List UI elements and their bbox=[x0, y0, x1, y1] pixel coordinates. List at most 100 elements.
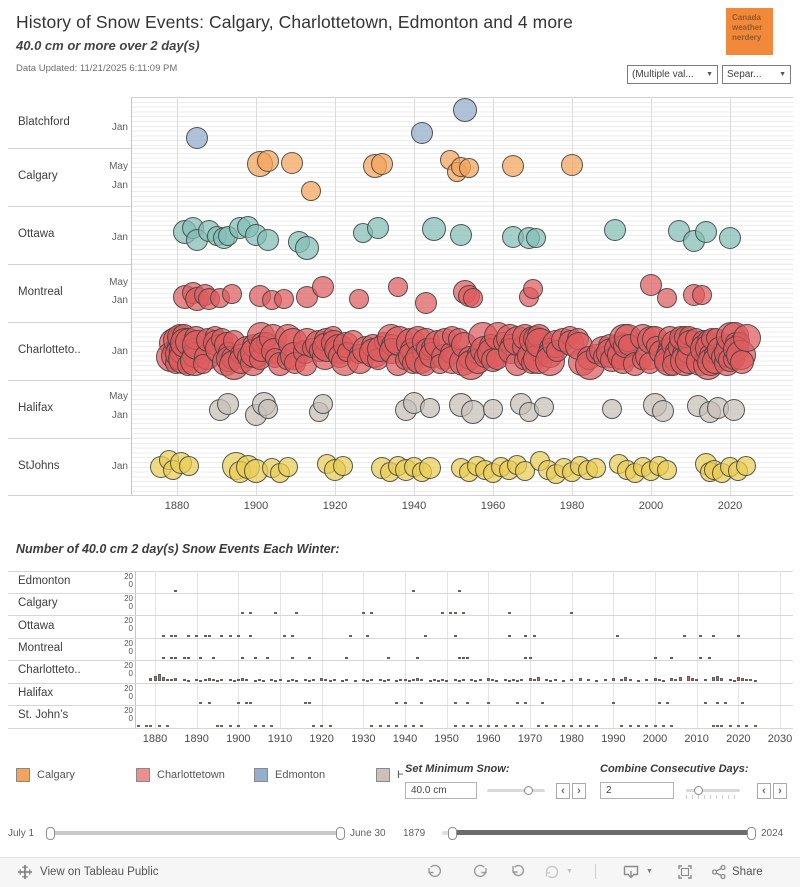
bar-mark-charlotteto[interactable] bbox=[478, 679, 482, 682]
bar-mark-ottawa[interactable] bbox=[507, 634, 511, 637]
bar-mark-montreal[interactable] bbox=[670, 657, 674, 660]
bar-mark-charlotteto[interactable] bbox=[195, 679, 199, 682]
bar-mark-calgary[interactable] bbox=[241, 612, 244, 615]
scatter-dot-montreal[interactable] bbox=[692, 285, 713, 305]
scatter-dot-calgary[interactable] bbox=[459, 158, 480, 178]
bar-mark-halifax[interactable] bbox=[420, 702, 424, 705]
bar-mark-stjohns[interactable] bbox=[553, 724, 557, 727]
bar-mark-halifax[interactable] bbox=[524, 702, 528, 705]
bar-mark-calgary[interactable] bbox=[274, 612, 278, 615]
bar-mark-charlotteto[interactable] bbox=[411, 679, 415, 682]
bar-mark-charlotteto[interactable] bbox=[203, 679, 207, 682]
bar-mark-halifax[interactable] bbox=[716, 702, 719, 705]
undo-icon[interactable] bbox=[425, 863, 443, 881]
bar-mark-charlotteto[interactable] bbox=[545, 679, 549, 682]
bar-mark-charlotteto[interactable] bbox=[703, 679, 707, 682]
bar-mark-montreal[interactable] bbox=[161, 657, 165, 660]
scatter-dot-montreal[interactable] bbox=[348, 289, 369, 309]
bar-mark-charlotteto[interactable] bbox=[561, 679, 565, 682]
scatter-dot-halifax[interactable] bbox=[483, 399, 503, 419]
bar-mark-charlotteto[interactable] bbox=[511, 679, 515, 682]
bar-mark-halifax[interactable] bbox=[199, 702, 203, 705]
bar-mark-charlotteto[interactable] bbox=[645, 679, 649, 682]
scatter-dot-blatchford[interactable] bbox=[453, 98, 478, 122]
bar-mark-stjohns[interactable] bbox=[545, 724, 549, 727]
bar-mark-charlotteto[interactable] bbox=[399, 679, 403, 682]
bar-mark-charlotteto[interactable] bbox=[382, 679, 386, 682]
scatter-dot-ottawa[interactable] bbox=[604, 219, 627, 241]
scatter-dot-halifax[interactable] bbox=[601, 399, 622, 419]
scatter-dot-stjohns[interactable] bbox=[514, 461, 535, 481]
bar-mark-charlotteto[interactable] bbox=[161, 677, 165, 682]
bar-mark-charlotteto[interactable] bbox=[395, 679, 399, 682]
bar-mark-charlotteto[interactable] bbox=[207, 678, 211, 682]
combine-days-slider-handle[interactable] bbox=[694, 786, 703, 795]
bar-mark-charlotteto[interactable] bbox=[436, 679, 440, 682]
scatter-dot-charlotteto[interactable] bbox=[192, 354, 213, 374]
bar-mark-charlotteto[interactable] bbox=[182, 679, 186, 682]
bar-mark-charlotteto[interactable] bbox=[661, 679, 665, 682]
bar-mark-charlotteto[interactable] bbox=[528, 678, 532, 682]
bar-mark-ottawa[interactable] bbox=[424, 634, 428, 637]
bar-mark-stjohns[interactable] bbox=[136, 724, 140, 727]
bar-mark-charlotteto[interactable] bbox=[199, 679, 203, 682]
scatter-dot-halifax[interactable] bbox=[419, 398, 440, 418]
bar-mark-charlotteto[interactable] bbox=[361, 679, 365, 682]
bar-mark-charlotteto[interactable] bbox=[620, 679, 624, 682]
bar-mark-halifax[interactable] bbox=[207, 702, 211, 705]
bar-mark-stjohns[interactable] bbox=[270, 724, 274, 727]
bar-mark-charlotteto[interactable] bbox=[303, 679, 307, 682]
bar-mark-charlotteto[interactable] bbox=[345, 679, 349, 682]
bar-mark-charlotteto[interactable] bbox=[174, 678, 178, 682]
redo-icon[interactable] bbox=[472, 863, 490, 881]
bar-mark-stjohns[interactable] bbox=[411, 724, 415, 727]
year-range-track-unselected[interactable] bbox=[442, 831, 452, 835]
bar-mark-charlotteto[interactable] bbox=[520, 679, 524, 682]
combine-days-slider-track[interactable] bbox=[686, 789, 740, 792]
bar-mark-montreal[interactable] bbox=[416, 657, 419, 660]
bar-mark-charlotteto[interactable] bbox=[407, 679, 411, 682]
bar-mark-charlotteto[interactable] bbox=[216, 679, 219, 682]
bar-mark-charlotteto[interactable] bbox=[720, 678, 724, 682]
bar-mark-charlotteto[interactable] bbox=[670, 678, 674, 682]
bar-mark-charlotteto[interactable] bbox=[745, 679, 749, 682]
bar-mark-charlotteto[interactable] bbox=[236, 679, 240, 682]
scatter-dot-ottawa[interactable] bbox=[719, 227, 741, 249]
bar-mark-charlotteto[interactable] bbox=[570, 679, 574, 682]
bar-mark-stjohns[interactable] bbox=[236, 724, 240, 727]
bar-mark-halifax[interactable] bbox=[741, 702, 744, 705]
bar-mark-calgary[interactable] bbox=[570, 612, 574, 615]
bar-mark-halifax[interactable] bbox=[703, 702, 707, 705]
bar-mark-charlotteto[interactable] bbox=[628, 679, 632, 682]
min-snow-slider-track[interactable] bbox=[487, 789, 545, 792]
scatter-dot-montreal[interactable] bbox=[388, 277, 409, 297]
bar-mark-charlotteto[interactable] bbox=[420, 679, 424, 682]
legend-item-calgary[interactable]: Calgary bbox=[16, 768, 75, 782]
bar-mark-stjohns[interactable] bbox=[720, 724, 724, 727]
bar-mark-charlotteto[interactable] bbox=[457, 679, 461, 682]
bar-mark-stjohns[interactable] bbox=[520, 724, 524, 727]
bar-mark-stjohns[interactable] bbox=[578, 724, 582, 727]
scatter-dot-stjohns[interactable] bbox=[332, 456, 353, 476]
bar-mark-montreal[interactable] bbox=[211, 657, 215, 660]
bar-mark-stjohns[interactable] bbox=[628, 724, 632, 727]
scatter-dot-calgary[interactable] bbox=[561, 154, 583, 176]
bar-mark-charlotteto[interactable] bbox=[232, 679, 236, 682]
bar-mark-stjohns[interactable] bbox=[145, 724, 149, 727]
bar-mark-ottawa[interactable] bbox=[161, 634, 165, 637]
scatter-dot-calgary[interactable] bbox=[301, 181, 322, 201]
bar-mark-charlotteto[interactable] bbox=[716, 676, 719, 682]
scatter-dot-montreal[interactable] bbox=[222, 284, 243, 304]
scatter-dot-calgary[interactable] bbox=[371, 153, 394, 175]
bar-mark-stjohns[interactable] bbox=[478, 724, 482, 727]
scatter-dot-stjohns[interactable] bbox=[277, 457, 298, 477]
scatter-dot-halifax[interactable] bbox=[217, 393, 240, 415]
bar-mark-charlotteto[interactable] bbox=[732, 679, 736, 682]
bar-mark-stjohns[interactable] bbox=[403, 724, 407, 727]
bar-mark-stjohns[interactable] bbox=[470, 724, 474, 727]
combine-days-increment-button[interactable]: › bbox=[773, 783, 787, 799]
mode-dropdown[interactable]: Separ... ▼ bbox=[722, 65, 791, 84]
bar-mark-stjohns[interactable] bbox=[736, 724, 740, 727]
bar-mark-calgary[interactable] bbox=[295, 612, 299, 615]
bar-mark-charlotteto[interactable] bbox=[495, 679, 499, 682]
